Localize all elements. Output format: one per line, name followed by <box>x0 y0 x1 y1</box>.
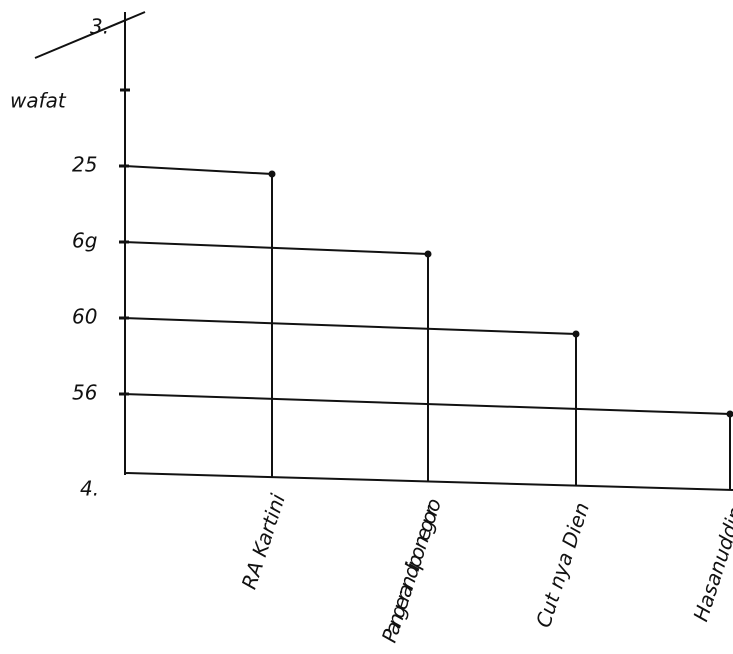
bar-point <box>424 250 432 258</box>
bar-point <box>726 410 733 418</box>
x-axis <box>124 472 733 491</box>
annotation: 3. <box>90 15 109 39</box>
bar <box>124 241 429 482</box>
slash <box>34 11 146 59</box>
x-tick-label: Hasanuddin <box>688 504 733 625</box>
x-tick-label: RA Kartini <box>237 491 290 592</box>
y-tick-label: 25 <box>72 153 97 177</box>
y-axis-label: wafat <box>10 89 67 113</box>
annotation: 4. <box>80 477 99 501</box>
x-tick-label: Cut nya Dien <box>531 499 594 630</box>
y-tick-label: 6g <box>72 229 97 253</box>
x-tick-label: Pangeran dipo negoro <box>377 495 446 645</box>
y-tick-label: 60 <box>72 305 97 329</box>
bar-point <box>572 330 580 338</box>
y-tick-label: 56 <box>72 381 97 405</box>
bar-point <box>268 170 276 178</box>
